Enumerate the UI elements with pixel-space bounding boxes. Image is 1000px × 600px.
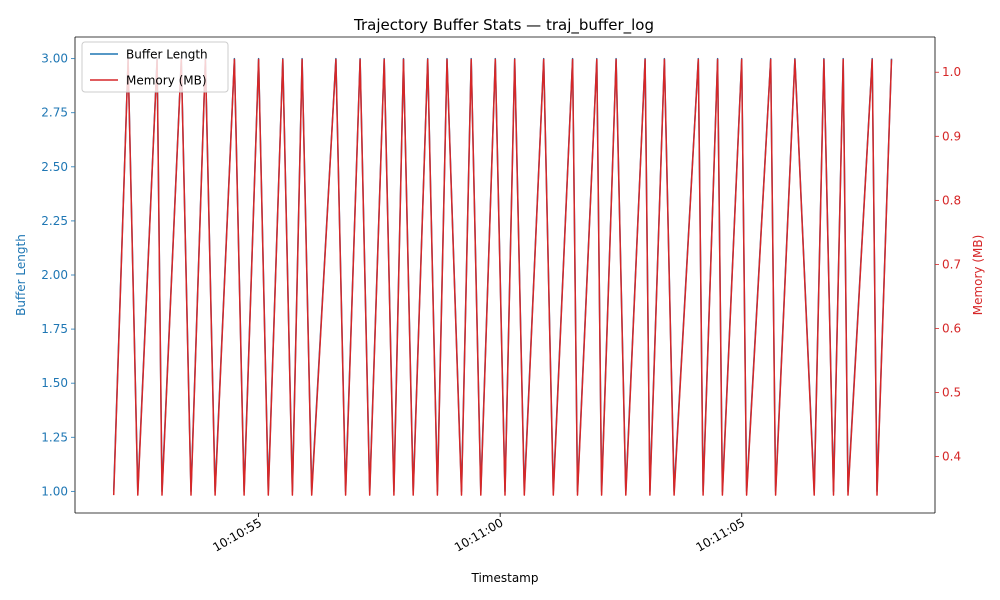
y-left-tick-label: 2.25: [41, 214, 68, 228]
y-left-tick-label: 3.00: [41, 52, 68, 66]
y-left-tick-label: 2.75: [41, 106, 68, 120]
y-left-tick-label: 1.50: [41, 376, 68, 390]
y-right-tick-label: 0.4: [942, 450, 961, 464]
x-axis-label: Timestamp: [471, 571, 539, 585]
y-left-tick-label: 1.25: [41, 430, 68, 444]
y-right-axis-label: Memory (MB): [971, 235, 985, 316]
y-right-tick-label: 0.6: [942, 321, 961, 335]
x-tick-label: 10:11:00: [452, 515, 506, 554]
y-left-tick-label: 1.75: [41, 322, 68, 336]
legend: Buffer Length Memory (MB): [81, 41, 229, 93]
legend-box: [81, 41, 229, 93]
legend-label-memory: Memory (MB): [126, 74, 207, 88]
y-right-tick-label: 0.9: [942, 129, 961, 143]
y-right-tick-label: 0.8: [942, 193, 961, 207]
y-right-tick-label: 0.5: [942, 386, 961, 400]
x-tick-label: 10:11:05: [694, 515, 748, 554]
chart-title: Trajectory Buffer Stats — traj_buffer_lo…: [353, 16, 654, 35]
series-layer: [112, 57, 893, 496]
y-left-tick-label: 2.00: [41, 268, 68, 282]
series-line-memory: [112, 58, 893, 496]
x-tick-label: 10:10:55: [210, 515, 264, 554]
y-right-tick-label: 1.0: [942, 65, 961, 79]
y-left-tick-label: 2.50: [41, 160, 68, 174]
y-left-tick-label: 1.00: [41, 484, 68, 498]
y-right-tick-label: 0.7: [942, 257, 961, 271]
y-left-axis-label: Buffer Length: [14, 234, 28, 316]
legend-label-buffer-length: Buffer Length: [126, 48, 208, 62]
